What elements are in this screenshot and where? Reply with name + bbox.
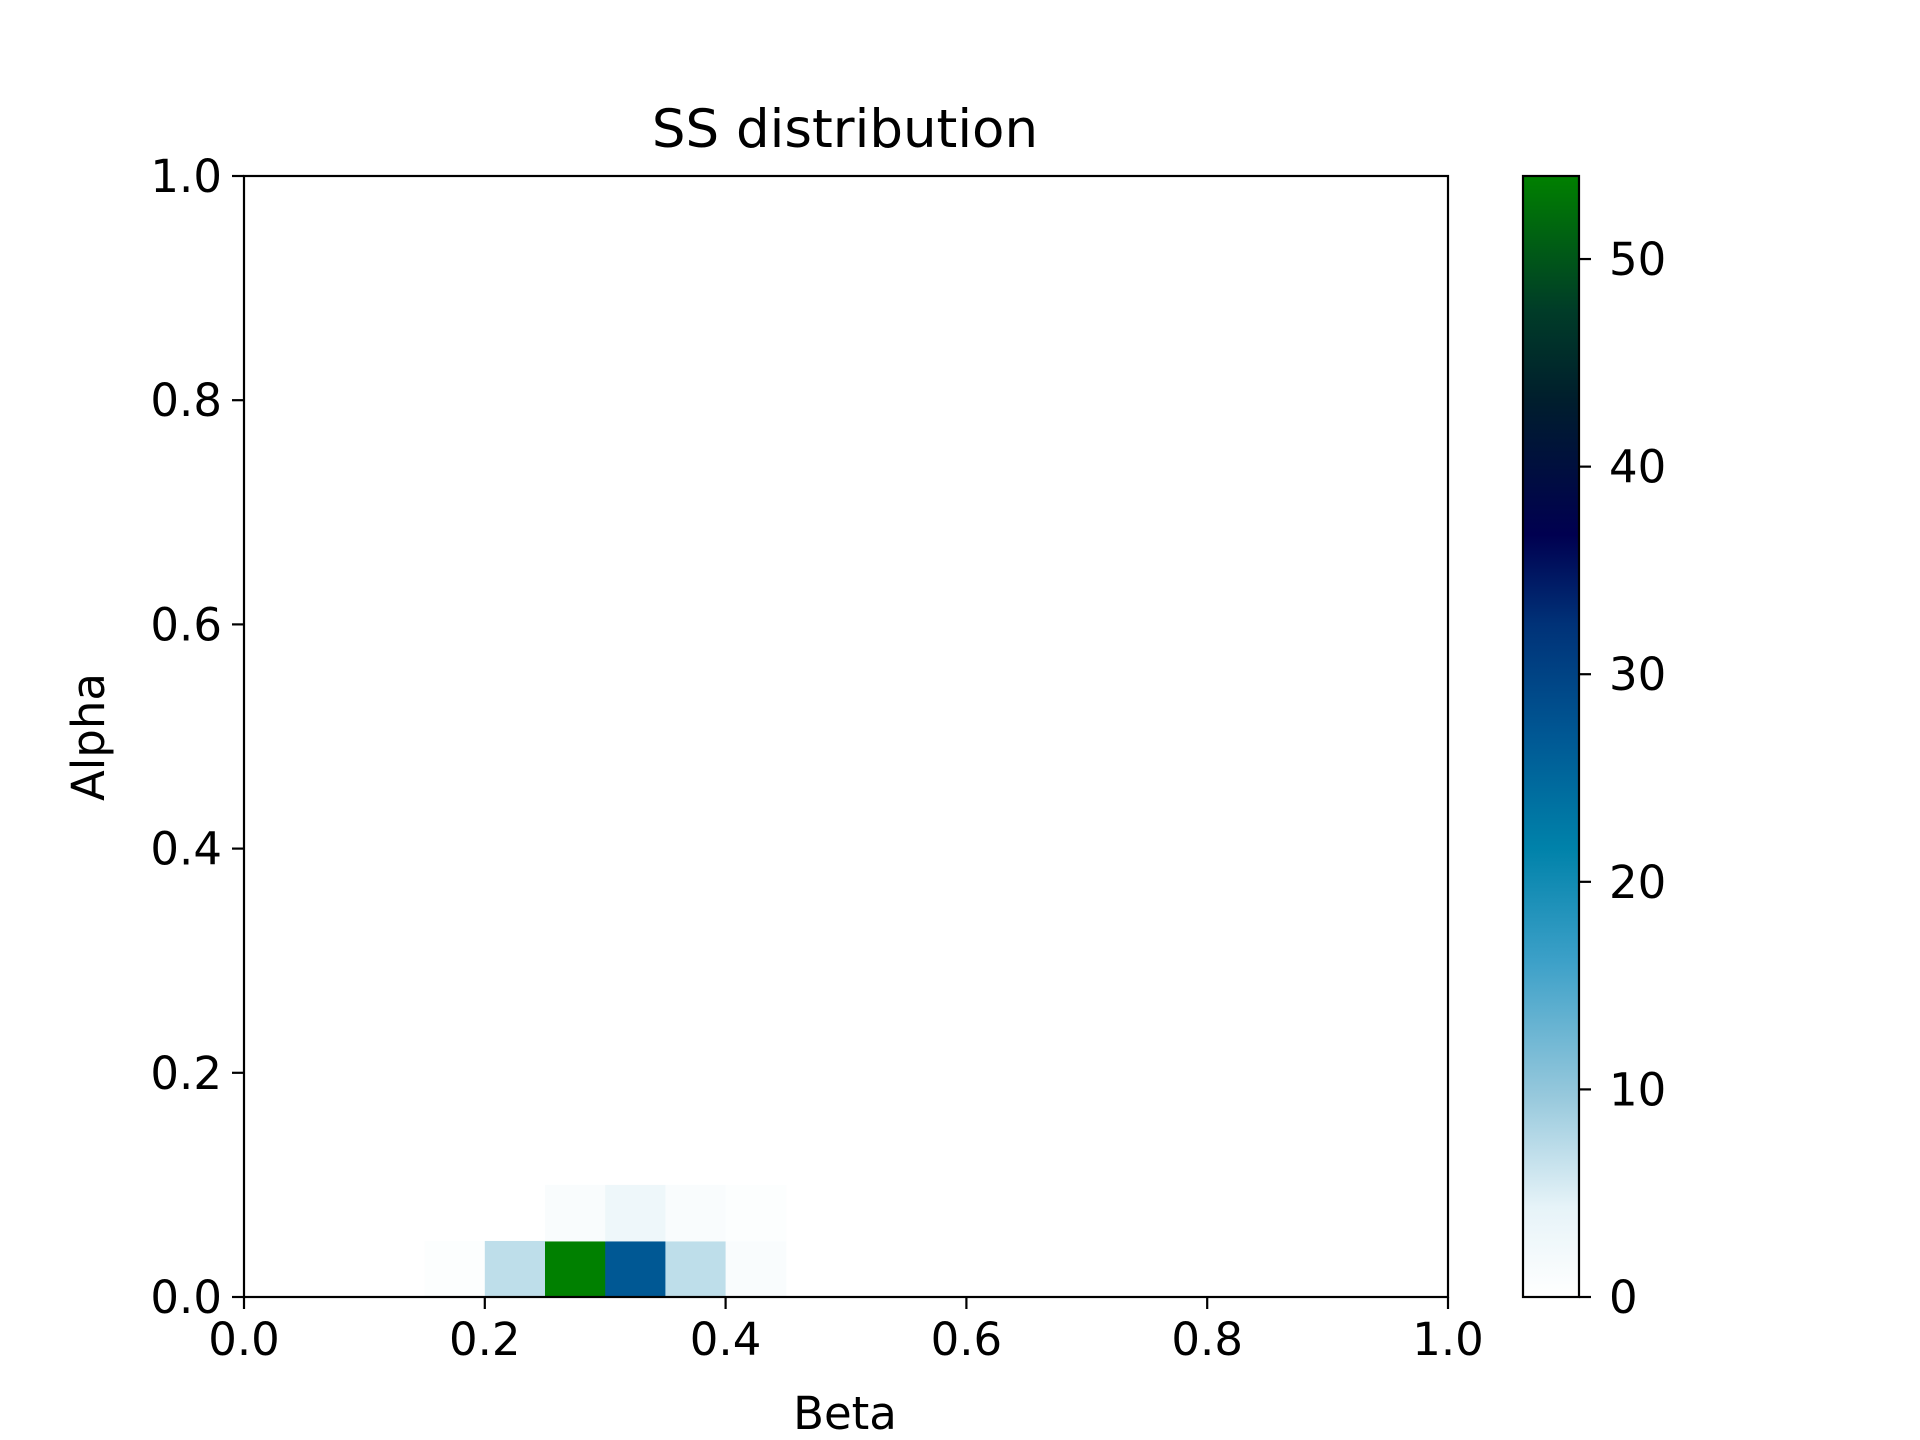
y-axis-ticks: 0.0 0.2 0.4 0.6 0.8 1.0 <box>150 150 244 1324</box>
heatmap-cell-2 <box>545 1240 606 1298</box>
y-tick-label-2: 0.4 <box>150 823 222 876</box>
chart-title: SS distribution <box>652 99 1038 160</box>
x-tick-label-5: 1.0 <box>1412 1313 1484 1366</box>
colorbar-tick-label-2: 20 <box>1609 856 1666 909</box>
x-tick-label-2: 0.4 <box>690 1313 762 1366</box>
heatmap-cell-8 <box>665 1184 727 1242</box>
colorbar-tick-label-5: 50 <box>1609 233 1666 286</box>
y-tick-label-0: 0.0 <box>150 1271 222 1324</box>
x-axis-ticks: 0.0 0.2 0.4 0.6 0.8 1.0 <box>208 1297 1484 1366</box>
colorbar-tick-label-4: 40 <box>1609 441 1666 494</box>
x-tick-label-0: 0.0 <box>208 1313 280 1366</box>
y-tick-label-1: 0.2 <box>150 1047 222 1100</box>
y-tick-label-5: 1.0 <box>150 150 222 203</box>
heatmap-cell-4 <box>665 1240 727 1298</box>
heatmap-cells <box>424 1184 787 1298</box>
x-tick-label-1: 0.2 <box>449 1313 521 1366</box>
colorbar <box>1521 174 1581 1299</box>
colorbar-tick-label-1: 10 <box>1609 1063 1666 1116</box>
y-tick-label-3: 0.6 <box>150 598 222 651</box>
colorbar-tick-label-0: 0 <box>1609 1271 1638 1324</box>
heatmap-cell-6 <box>545 1184 606 1242</box>
heatmap-cell-5 <box>725 1240 787 1298</box>
heatmap-cell-3 <box>605 1240 666 1298</box>
heatmap-cell-0 <box>424 1240 486 1298</box>
colorbar-ticks: 0 10 20 30 40 50 <box>1579 233 1666 1324</box>
heatmap-cell-7 <box>605 1184 666 1242</box>
heatmap-cell-9 <box>725 1184 787 1242</box>
x-tick-label-3: 0.6 <box>931 1313 1003 1366</box>
y-tick-label-4: 0.8 <box>150 374 222 427</box>
plot-frame <box>242 174 1450 1299</box>
heatmap-cell-1 <box>484 1240 546 1298</box>
x-tick-label-4: 0.8 <box>1171 1313 1243 1366</box>
x-axis-label: Beta <box>793 1387 897 1440</box>
colorbar-tick-label-3: 30 <box>1609 648 1666 701</box>
y-axis-label: Alpha <box>62 673 115 801</box>
